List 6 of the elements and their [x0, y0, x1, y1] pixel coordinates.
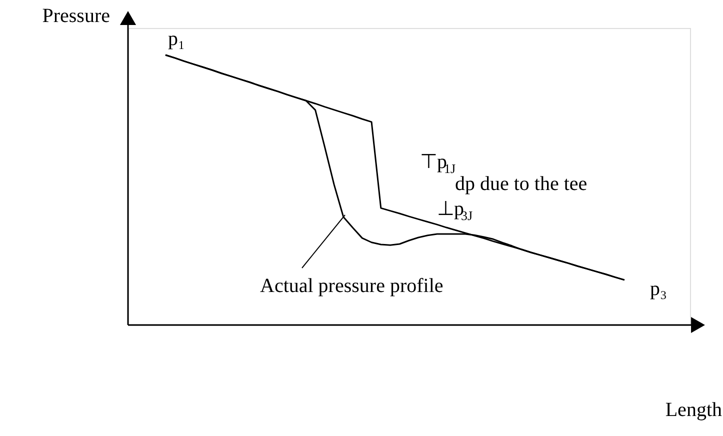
- annotation: p₃: [650, 278, 667, 300]
- text: p₁: [168, 28, 185, 50]
- y-axis-title: Pressure: [42, 5, 110, 27]
- x-axis-title: Length: [665, 399, 722, 421]
- annotation: dp due to the tee: [455, 173, 588, 195]
- annotation: Actual pressure profile: [260, 275, 444, 297]
